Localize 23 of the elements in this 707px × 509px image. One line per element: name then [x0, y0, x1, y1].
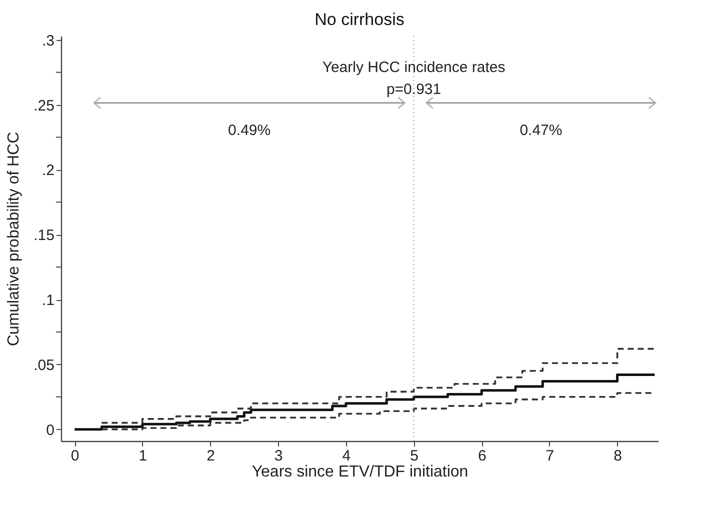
- annotation: Yearly HCC incidence rates: [322, 59, 506, 76]
- annotation: 0.49%: [228, 122, 271, 139]
- y-tick-label: 0: [46, 422, 54, 439]
- annotation: 0.47%: [520, 122, 562, 139]
- y-tick-label: .1: [42, 292, 54, 310]
- y-axis-title: Cumulative probability of HCC: [6, 132, 23, 346]
- x-tick-label: 2: [206, 448, 215, 464]
- y-tick-label: .05: [34, 356, 54, 374]
- x-tick-label: 7: [546, 448, 554, 464]
- y-tick-label: .3: [42, 32, 54, 50]
- annotation: p=0.931: [386, 81, 442, 98]
- x-axis-title: Years since ETV/TDF initiation: [252, 464, 468, 480]
- x-tick-label: 0: [70, 448, 80, 464]
- y-tick-label: .2: [42, 162, 54, 180]
- x-tick-label: 3: [274, 448, 283, 464]
- x-tick-label: 5: [410, 448, 418, 464]
- x-tick-label: 4: [342, 448, 351, 464]
- x-tick-label: 8: [614, 448, 622, 464]
- y-tick-label: .15: [34, 227, 54, 244]
- chart-title: No cirrhosis: [314, 10, 404, 29]
- x-tick-label: 1: [138, 448, 148, 464]
- x-tick-label: 6: [478, 448, 486, 464]
- y-tick-label: .25: [34, 97, 54, 114]
